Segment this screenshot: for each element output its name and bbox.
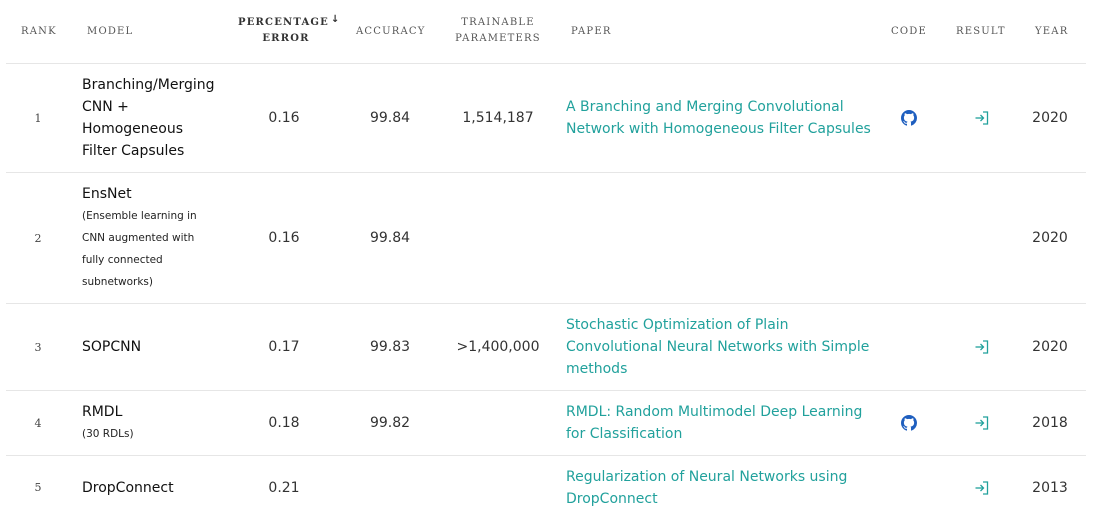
percentage-error-cell: 0.17	[268, 339, 300, 355]
model-name: EnsNet	[82, 186, 132, 202]
accuracy-cell: 99.84	[369, 110, 411, 126]
paper-cell: Regularization of Neural Networks using D…	[566, 456, 886, 519]
paper-link[interactable]: Regularization of Neural Networks using D…	[566, 468, 848, 507]
percentage-error-cell: 0.21	[268, 479, 300, 496]
model-name: Branching/Merging	[82, 77, 215, 93]
model-name: RMDL	[82, 404, 123, 420]
paper-cell: A Branching and Merging Convolutional Net…	[566, 64, 886, 172]
year-cell: 2013	[1032, 479, 1068, 496]
result-cell	[964, 456, 1000, 519]
header-model: MODEL	[87, 26, 134, 37]
accuracy-cell: 99.82	[369, 415, 411, 431]
model-description: CNN augmented with	[82, 232, 195, 244]
github-icon[interactable]	[901, 415, 917, 431]
model-name: Homogeneous	[82, 121, 184, 137]
rank-cell: 4	[34, 416, 42, 430]
header-year: YEAR	[1035, 26, 1069, 37]
github-icon[interactable]	[901, 110, 917, 126]
rank-cell: 2	[34, 231, 42, 245]
rank-cell: 3	[34, 340, 42, 354]
header-percentage-error[interactable]: PERCENTAGE ↓ ERROR	[238, 14, 341, 44]
header-paper: PAPER	[571, 26, 612, 37]
sign-in-icon[interactable]	[974, 480, 990, 496]
table-row: 3 SOPCNN 0.17 99.83 >1,400,000 Stochasti…	[6, 303, 1086, 390]
year-cell: 2018	[1032, 415, 1068, 431]
code-cell	[891, 64, 927, 172]
table-row: 1 Branching/Merging CNN + Homogeneous Fi…	[6, 63, 1086, 172]
model-cell: DropConnect	[82, 456, 232, 519]
rank-cell: 1	[34, 111, 42, 125]
year-cell: 2020	[1032, 339, 1068, 355]
table-row: 5 DropConnect 0.21 Regularization of Neu…	[6, 455, 1086, 519]
model-name: DropConnect	[82, 479, 174, 496]
sign-in-icon[interactable]	[974, 415, 990, 431]
rank-cell: 5	[34, 481, 42, 494]
header-trainable-parameters: TRAINABLE PARAMETERS	[455, 17, 541, 44]
sign-in-icon[interactable]	[974, 339, 990, 355]
percentage-error-cell: 0.18	[268, 415, 300, 431]
model-name: SOPCNN	[82, 339, 142, 355]
result-cell	[964, 64, 1000, 172]
table-header: RANK MODEL PERCENTAGE ↓ ERROR ACCURACY TR…	[0, 0, 1096, 64]
model-cell: Branching/Merging CNN + Homogeneous Filt…	[82, 64, 232, 172]
trainable-parameters-cell: >1,400,000	[456, 339, 540, 355]
header-rank: RANK	[21, 26, 57, 37]
year-cell: 2020	[1032, 110, 1068, 126]
paper-link[interactable]: RMDL: Random Multimodel Deep Learning for…	[566, 404, 863, 442]
model-name: CNN +	[82, 99, 129, 115]
sign-in-icon[interactable]	[974, 110, 990, 126]
header-code: CODE	[891, 26, 927, 37]
model-description: (30 RDLs)	[82, 428, 134, 440]
accuracy-cell: 99.83	[369, 339, 411, 355]
header-accuracy: ACCURACY	[356, 26, 426, 37]
table-row: 4 RMDL (30 RDLs) 0.18 99.82 RMDL: Random…	[6, 390, 1086, 455]
trainable-parameters-cell: 1,514,187	[462, 110, 534, 126]
sort-arrow-icon[interactable]: ↓	[331, 14, 341, 25]
accuracy-cell: 99.84	[369, 230, 411, 246]
result-cell	[964, 391, 1000, 455]
model-cell: SOPCNN	[82, 304, 232, 390]
percentage-error-cell: 0.16	[268, 110, 300, 126]
paper-link[interactable]: Stochastic Optimization of Plain Convolut…	[566, 317, 870, 377]
year-cell: 2020	[1032, 230, 1068, 246]
header-result: RESULT	[956, 26, 1006, 37]
model-cell: RMDL (30 RDLs)	[82, 391, 232, 455]
model-description: (Ensemble learning in	[82, 210, 197, 222]
paper-link[interactable]: A Branching and Merging Convolutional Net…	[566, 99, 871, 137]
percentage-error-cell: 0.16	[268, 230, 300, 246]
paper-cell: RMDL: Random Multimodel Deep Learning for…	[566, 391, 886, 455]
code-cell	[891, 391, 927, 455]
model-description: subnetworks)	[82, 276, 153, 288]
model-name: Filter Capsules	[82, 143, 185, 159]
table-row: 2 EnsNet (Ensemble learning in CNN augme…	[6, 172, 1086, 303]
model-description: fully connected	[82, 254, 163, 266]
result-cell	[964, 304, 1000, 390]
model-cell: EnsNet (Ensemble learning in CNN augment…	[82, 173, 232, 303]
paper-cell: Stochastic Optimization of Plain Convolut…	[566, 304, 886, 390]
